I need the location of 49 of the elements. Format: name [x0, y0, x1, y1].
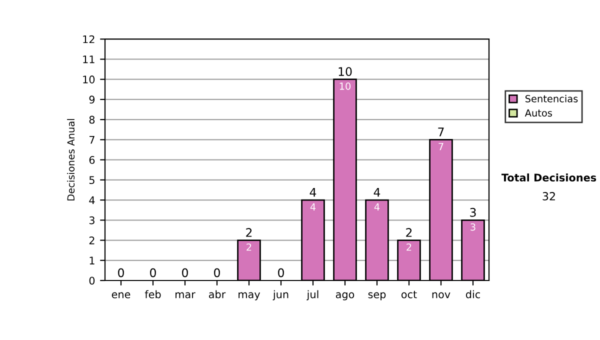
legend-label: Autos [524, 109, 552, 117]
y-tick-label: 4 [89, 196, 95, 204]
x-tick-label: jul [306, 290, 318, 300]
y-tick-label: 9 [89, 96, 95, 104]
data-label: 7 [438, 143, 444, 150]
total-label: 4 [374, 188, 380, 197]
y-tick-label: 0 [89, 276, 95, 285]
y-tick-label: 12 [83, 35, 94, 44]
x-tick-label: oct [401, 290, 417, 298]
data-label: 4 [310, 203, 316, 210]
legend-label: Sentencias [525, 94, 578, 102]
y-tick-label: 11 [83, 56, 94, 64]
text: Total Decisiones [501, 173, 596, 182]
total-label: 7 [438, 128, 444, 136]
text: 32 [542, 192, 555, 200]
y-axis-title: Decisiones Anual [67, 119, 75, 200]
x-tick-label: nov [432, 292, 450, 298]
data-label: 10 [340, 82, 351, 90]
y-tick-label: 6 [89, 156, 95, 164]
total-label: 0 [214, 268, 220, 278]
x-tick-label: feb [144, 290, 161, 298]
y-tick-label: 1 [90, 256, 94, 264]
data-label: 3 [470, 223, 476, 231]
total-label: 3 [470, 208, 476, 217]
data-label: 4 [374, 203, 380, 210]
data-label: 2 [406, 243, 412, 251]
y-tick-label: 8 [89, 116, 95, 124]
total-label: 0 [150, 268, 156, 278]
y-tick-label: 2 [89, 236, 94, 244]
x-tick-label: ene [112, 292, 130, 298]
total-label: 0 [118, 268, 124, 278]
y-tick-label: 10 [83, 76, 95, 84]
total-label: 4 [310, 188, 316, 197]
x-tick-label: may [238, 292, 260, 300]
total-label: 2 [246, 228, 252, 237]
y-tick-label: 5 [89, 176, 94, 184]
x-tick-label: abr [208, 290, 226, 298]
y-tick-label: 3 [89, 216, 94, 224]
data-label: 2 [246, 243, 252, 251]
x-tick-label: sep [368, 292, 386, 300]
total-label: 0 [278, 268, 284, 278]
total-label: 2 [406, 228, 412, 237]
x-tick-label: jun [272, 290, 288, 300]
x-tick-label: dic [466, 290, 480, 298]
y-tick-label: 7 [90, 136, 94, 144]
total-label: 0 [182, 268, 188, 278]
x-tick-label: mar [176, 292, 196, 298]
x-tick-label: ago [336, 292, 354, 300]
total-label: 10 [338, 67, 352, 76]
